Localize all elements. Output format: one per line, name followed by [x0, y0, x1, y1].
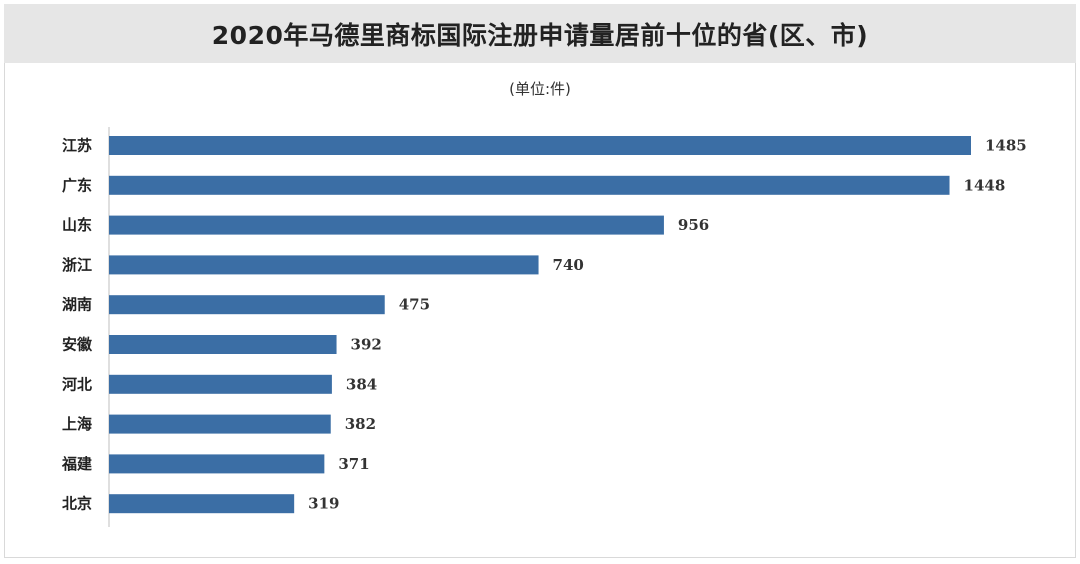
- value-label: 382: [345, 415, 376, 433]
- category-label: 上海: [62, 415, 92, 433]
- category-label: 北京: [62, 495, 92, 513]
- category-label: 河北: [62, 375, 92, 393]
- bar-0: [109, 136, 971, 155]
- value-label: 1448: [964, 176, 1006, 194]
- value-label: 475: [399, 296, 430, 314]
- bar-3: [109, 255, 539, 275]
- bar-5: [109, 335, 337, 354]
- value-label: 319: [308, 495, 339, 513]
- value-label: 1485: [985, 137, 1027, 155]
- bar-6: [109, 374, 332, 394]
- bar-2: [109, 215, 664, 235]
- bar-8: [109, 454, 325, 474]
- bar-1: [109, 175, 950, 195]
- value-label: 392: [351, 336, 382, 354]
- chart-title: 2020年马德里商标国际注册申请量居前十位的省(区、市): [211, 20, 869, 50]
- bar-7: [109, 414, 331, 434]
- category-label: 江苏: [62, 137, 92, 155]
- chart-subtitle: (单位:件): [509, 80, 571, 98]
- value-label: 956: [678, 216, 709, 234]
- value-label: 371: [338, 455, 369, 473]
- category-label: 广东: [62, 176, 92, 194]
- category-label: 山东: [62, 216, 92, 234]
- title-bar: 2020年马德里商标国际注册申请量居前十位的省(区、市): [4, 4, 1076, 63]
- category-label: 安徽: [62, 336, 93, 354]
- bar-9: [109, 494, 295, 514]
- value-label: 384: [346, 375, 377, 393]
- value-label: 740: [553, 256, 584, 274]
- category-label: 福建: [61, 455, 93, 473]
- category-label: 浙江: [62, 256, 92, 274]
- category-label: 湖南: [62, 296, 92, 314]
- bar-4: [109, 295, 385, 315]
